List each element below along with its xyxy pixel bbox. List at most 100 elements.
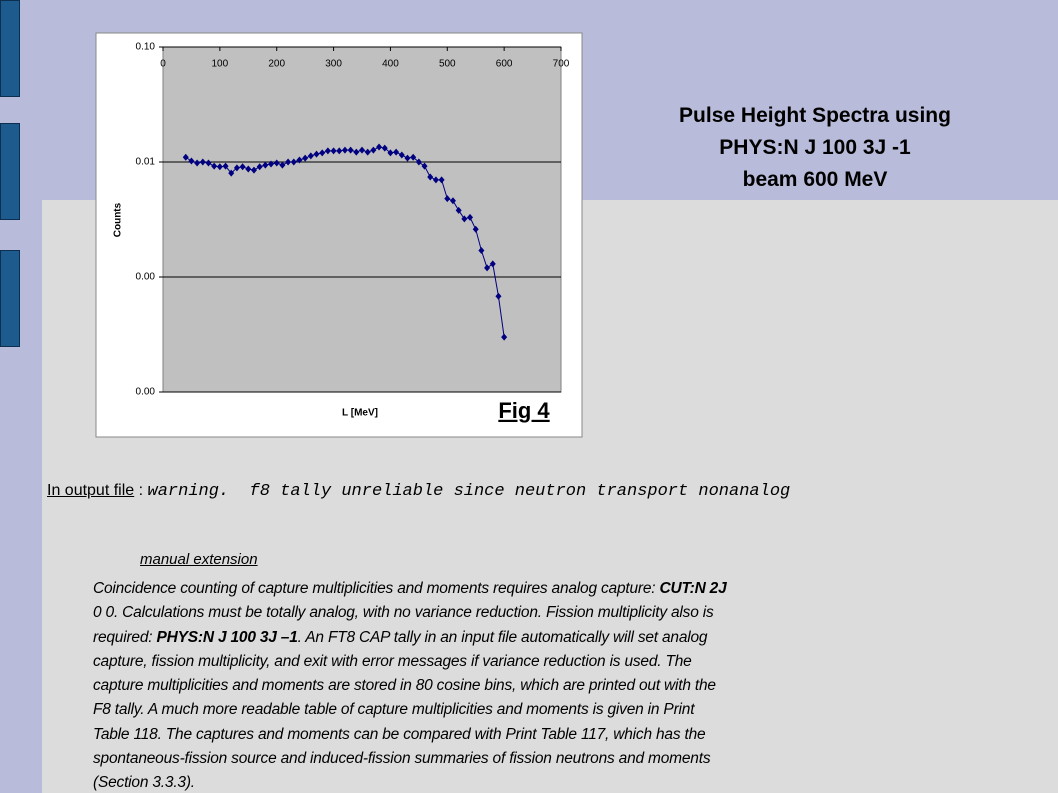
- data-point: [336, 147, 343, 155]
- paragraph-line: spontaneous-fission source and induced-f…: [93, 747, 727, 771]
- data-point: [398, 151, 405, 159]
- text-run: Table 118. The captures and moments can …: [93, 725, 706, 743]
- data-point: [250, 166, 257, 174]
- text-run: (Section 3.3.3).: [93, 774, 195, 792]
- data-point: [307, 152, 314, 160]
- paragraph-line: capture, fission multiplicity, and exit …: [93, 650, 727, 674]
- text-run: capture, fission multiplicity, and exit …: [93, 652, 692, 670]
- data-point: [211, 162, 218, 170]
- output-message: warning. f8 tally unreliable since neutr…: [147, 482, 791, 501]
- data-point: [205, 159, 212, 167]
- output-line: In output file : warning. f8 tally unrel…: [47, 482, 790, 501]
- data-point: [501, 333, 508, 341]
- data-point: [330, 147, 337, 155]
- data-point: [188, 157, 195, 165]
- paragraph-line: 0 0. Calculations must be totally analog…: [93, 601, 727, 625]
- data-point: [455, 206, 462, 214]
- data-point: [410, 153, 417, 161]
- x-tick-label: 300: [325, 59, 342, 70]
- paragraph-line: Coincidence counting of capture multipli…: [93, 577, 727, 601]
- data-point: [478, 246, 485, 254]
- data-point: [376, 143, 383, 151]
- data-point: [387, 149, 394, 157]
- paragraph-line: Table 118. The captures and moments can …: [93, 723, 727, 747]
- x-tick-label: 100: [212, 59, 229, 70]
- title-line: beam 600 MeV: [742, 168, 888, 191]
- y-axis-title: Counts: [113, 202, 124, 237]
- side-tab: [0, 0, 20, 97]
- x-tick-label: 0: [160, 59, 166, 70]
- data-point: [353, 148, 360, 156]
- y-tick-label: 0.10: [136, 42, 156, 53]
- data-point: [444, 195, 451, 203]
- y-tick-label: 0.00: [136, 272, 156, 283]
- paragraph-line: (Section 3.3.3).: [93, 771, 727, 793]
- text-run: . An FT8 CAP tally in an input file auto…: [297, 628, 708, 646]
- data-point: [324, 147, 331, 155]
- title-line: PHYS:N J 100 3J -1: [719, 136, 911, 159]
- data-point: [370, 146, 377, 154]
- text-run: required:: [93, 628, 157, 646]
- output-sep: :: [134, 482, 148, 499]
- paragraph-line: required: PHYS:N J 100 3J –1. An FT8 CAP…: [93, 626, 727, 650]
- data-point: [245, 165, 252, 173]
- data-point: [341, 146, 348, 154]
- x-tick-label: 400: [382, 59, 399, 70]
- data-point: [495, 292, 502, 300]
- data-point: [216, 163, 223, 171]
- data-point: [467, 213, 474, 221]
- text-run: 0 0. Calculations must be totally analog…: [93, 604, 714, 622]
- data-point: [364, 148, 371, 156]
- data-point: [461, 215, 468, 223]
- x-axis-title: L [MeV]: [342, 408, 378, 419]
- data-point: [262, 161, 269, 169]
- x-tick-label: 500: [439, 59, 456, 70]
- data-point: [347, 146, 354, 154]
- data-point: [484, 264, 491, 272]
- data-point: [432, 176, 439, 184]
- x-tick-label: 600: [496, 59, 513, 70]
- data-point: [489, 260, 496, 268]
- paragraph: Coincidence counting of capture multipli…: [93, 577, 727, 793]
- data-point: [302, 154, 309, 162]
- data-point: [421, 162, 428, 170]
- data-point: [199, 158, 206, 166]
- y-tick-label: 0.00: [136, 387, 156, 398]
- data-point: [472, 225, 479, 233]
- data-point: [279, 161, 286, 169]
- data-point: [449, 197, 456, 205]
- data-point: [381, 144, 388, 152]
- text-run: spontaneous-fission source and induced-f…: [93, 750, 711, 768]
- data-point: [273, 159, 280, 167]
- y-tick-label: 0.01: [136, 157, 156, 168]
- data-point: [427, 173, 434, 181]
- text-run: PHYS:N J 100 3J –1: [156, 628, 298, 646]
- slide-title: Pulse Height Spectra using PHYS:N J 100 3…: [600, 100, 1030, 196]
- data-point: [239, 163, 246, 171]
- data-point: [233, 164, 240, 172]
- title-line: Pulse Height Spectra using: [679, 104, 951, 127]
- text-run: CUT:N 2J: [659, 580, 727, 597]
- paragraph-line: F8 tally. A much more readable table of …: [93, 698, 727, 722]
- data-point: [296, 156, 303, 164]
- paragraph-line: capture multiplicities and moments are s…: [93, 674, 727, 698]
- data-point: [359, 146, 365, 154]
- data-point: [415, 158, 422, 166]
- side-tab: [0, 250, 20, 347]
- data-point: [194, 159, 201, 167]
- data-point: [313, 150, 320, 158]
- data-point: [393, 148, 400, 156]
- data-point: [228, 169, 235, 177]
- text-run: capture multiplicities and moments are s…: [93, 677, 716, 695]
- x-tick-label: 200: [268, 59, 285, 70]
- data-point: [404, 154, 411, 162]
- manual-heading: manual extension: [140, 551, 258, 568]
- data-point: [182, 153, 189, 161]
- data-point: [222, 162, 229, 170]
- text-run: F8 tally. A much more readable table of …: [93, 701, 695, 719]
- data-point: [285, 158, 292, 166]
- figure-label: Fig 4: [498, 398, 550, 423]
- data-point: [256, 163, 263, 171]
- side-tab: [0, 123, 20, 220]
